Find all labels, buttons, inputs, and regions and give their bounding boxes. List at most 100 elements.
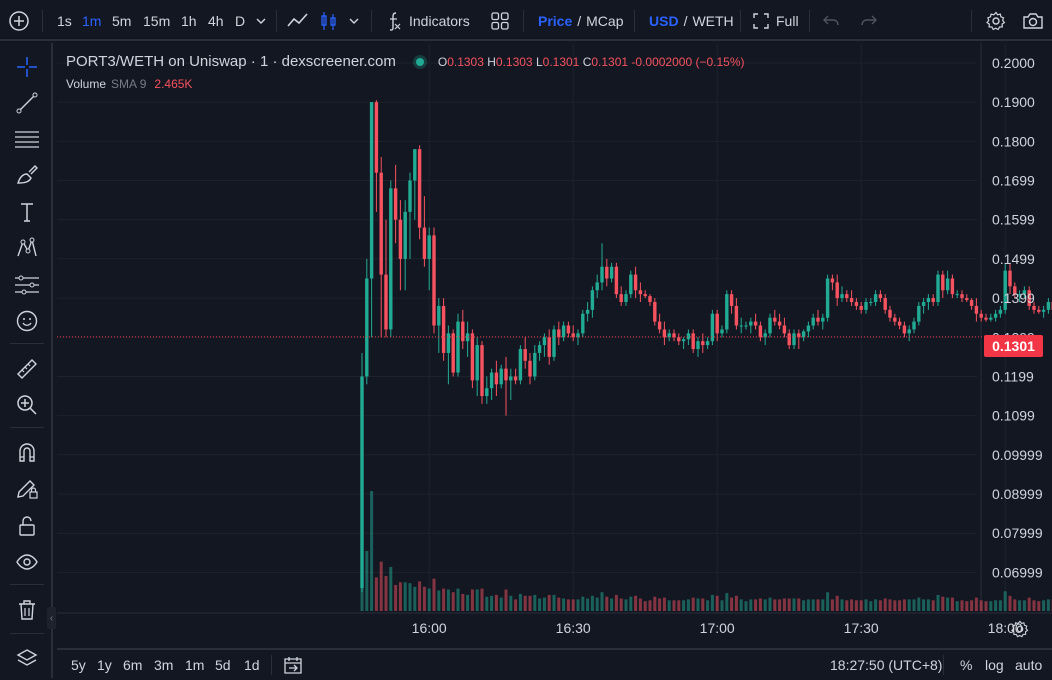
interval-d[interactable]: D — [235, 0, 245, 41]
line-chart-type-button[interactable] — [286, 0, 310, 41]
volume-bar — [423, 587, 426, 611]
candle-body — [562, 326, 565, 338]
usd-option[interactable]: USD — [649, 13, 679, 29]
layouts-button[interactable] — [491, 0, 509, 41]
price-option[interactable]: Price — [538, 13, 572, 29]
range-1d[interactable]: 1d — [244, 650, 260, 680]
candle — [1037, 306, 1040, 314]
interval-dropdown[interactable] — [255, 0, 267, 41]
interval-1h[interactable]: 1h — [181, 0, 197, 41]
price-chart[interactable]: 0.20000.19000.18000.16990.15990.14990.13… — [57, 43, 1052, 643]
auto-scale-button[interactable]: auto — [1015, 650, 1042, 680]
candle-body — [543, 337, 546, 345]
range-5y[interactable]: 5y — [71, 650, 86, 680]
volume-bar — [884, 599, 887, 612]
candle-body — [476, 345, 479, 380]
axis-settings-button[interactable] — [1011, 620, 1029, 643]
object-tree-tool[interactable] — [13, 645, 41, 673]
interval-1m[interactable]: 1m — [82, 0, 101, 41]
pattern-tool[interactable] — [13, 234, 41, 262]
candle — [831, 275, 834, 291]
volume-bar — [860, 600, 863, 611]
undo-icon — [822, 13, 840, 29]
log-scale-button[interactable]: log — [985, 650, 1004, 680]
brush-tool[interactable] — [13, 161, 41, 189]
candle — [783, 318, 786, 338]
ruler-tool[interactable] — [13, 355, 41, 383]
magnet-tool[interactable] — [13, 439, 41, 467]
candles-chart-type-button[interactable] — [320, 0, 338, 41]
low-value: 0.1301 — [543, 55, 580, 69]
icon-tool[interactable] — [13, 307, 41, 335]
chart-type-dropdown[interactable] — [348, 0, 360, 41]
fullscreen-button[interactable]: Full — [753, 0, 799, 41]
zoom-tool[interactable] — [13, 391, 41, 419]
price-axis[interactable]: 0.20000.19000.18000.16990.15990.14990.13… — [992, 55, 1043, 580]
sma-label: SMA 9 — [111, 77, 146, 91]
candle — [620, 286, 623, 306]
camera-icon — [1022, 12, 1044, 30]
weth-option[interactable]: WETH — [692, 13, 733, 29]
interval-5m[interactable]: 5m — [112, 0, 131, 41]
lock-tool[interactable] — [13, 512, 41, 540]
volume-bar — [783, 599, 786, 612]
volume-bar — [418, 581, 421, 611]
collapse-toolbar-button[interactable]: ‹ — [47, 607, 56, 629]
fib-tool[interactable] — [13, 125, 41, 153]
trend-line-tool[interactable] — [13, 89, 41, 117]
chevron-left-icon: ‹ — [50, 613, 53, 624]
volume-bar — [773, 599, 776, 611]
candle-body — [360, 376, 363, 588]
interval-4h[interactable]: 4h — [208, 0, 224, 41]
remove-drawings-tool[interactable] — [13, 596, 41, 624]
candle — [788, 329, 791, 349]
crosshair-tool[interactable] — [13, 53, 41, 81]
candle — [672, 329, 675, 341]
ruler-icon — [15, 357, 39, 381]
candle-body — [509, 376, 512, 380]
settings-button[interactable] — [986, 0, 1006, 41]
symbol-title[interactable]: PORT3/WETH on Uniswap · 1 · dexscreener.… — [66, 53, 396, 70]
candle — [922, 298, 925, 314]
interval-15m[interactable]: 15m — [143, 0, 170, 41]
text-tool[interactable] — [13, 198, 41, 226]
candle — [711, 310, 714, 345]
volume-bar — [985, 601, 988, 611]
screenshot-button[interactable] — [1022, 0, 1044, 41]
volume-bar — [1004, 591, 1007, 611]
candle-body — [480, 345, 483, 396]
volume-label[interactable]: Volume — [66, 77, 106, 91]
candle-body — [898, 322, 901, 326]
range-1y[interactable]: 1y — [97, 650, 112, 680]
candle-body — [740, 326, 743, 327]
redo-button[interactable] — [860, 0, 878, 41]
volume-bar — [673, 600, 676, 611]
range-5d[interactable]: 5d — [215, 650, 231, 680]
price-mcap-toggle[interactable]: Price / MCap — [538, 0, 624, 41]
candle-body — [922, 302, 925, 306]
percent-scale-button[interactable]: % — [960, 650, 972, 680]
candle — [936, 271, 939, 306]
go-to-date-button[interactable] — [283, 650, 303, 680]
indicators-button[interactable]: Indicators — [385, 0, 470, 41]
price-tick-label: 0.1399 — [992, 290, 1035, 306]
volume-bar — [601, 592, 604, 611]
timezone-button[interactable]: 18:27:50 (UTC+8) — [830, 650, 942, 680]
add-symbol-button[interactable] — [8, 0, 30, 41]
interval-1s[interactable]: 1s — [57, 0, 72, 41]
volume-bar — [740, 599, 743, 611]
prediction-tool[interactable] — [13, 271, 41, 299]
candle-body — [994, 314, 997, 318]
undo-button[interactable] — [822, 0, 840, 41]
range-3m[interactable]: 3m — [154, 650, 173, 680]
mcap-option[interactable]: MCap — [586, 13, 623, 29]
lock-drawings-tool[interactable] — [13, 475, 41, 503]
volume-bar — [946, 598, 949, 611]
range-6m[interactable]: 6m — [123, 650, 142, 680]
range-1m[interactable]: 1m — [185, 650, 204, 680]
divider — [10, 584, 44, 585]
currency-toggle[interactable]: USD / WETH — [649, 0, 734, 41]
candle — [759, 322, 762, 342]
hide-drawings-tool[interactable] — [13, 548, 41, 576]
